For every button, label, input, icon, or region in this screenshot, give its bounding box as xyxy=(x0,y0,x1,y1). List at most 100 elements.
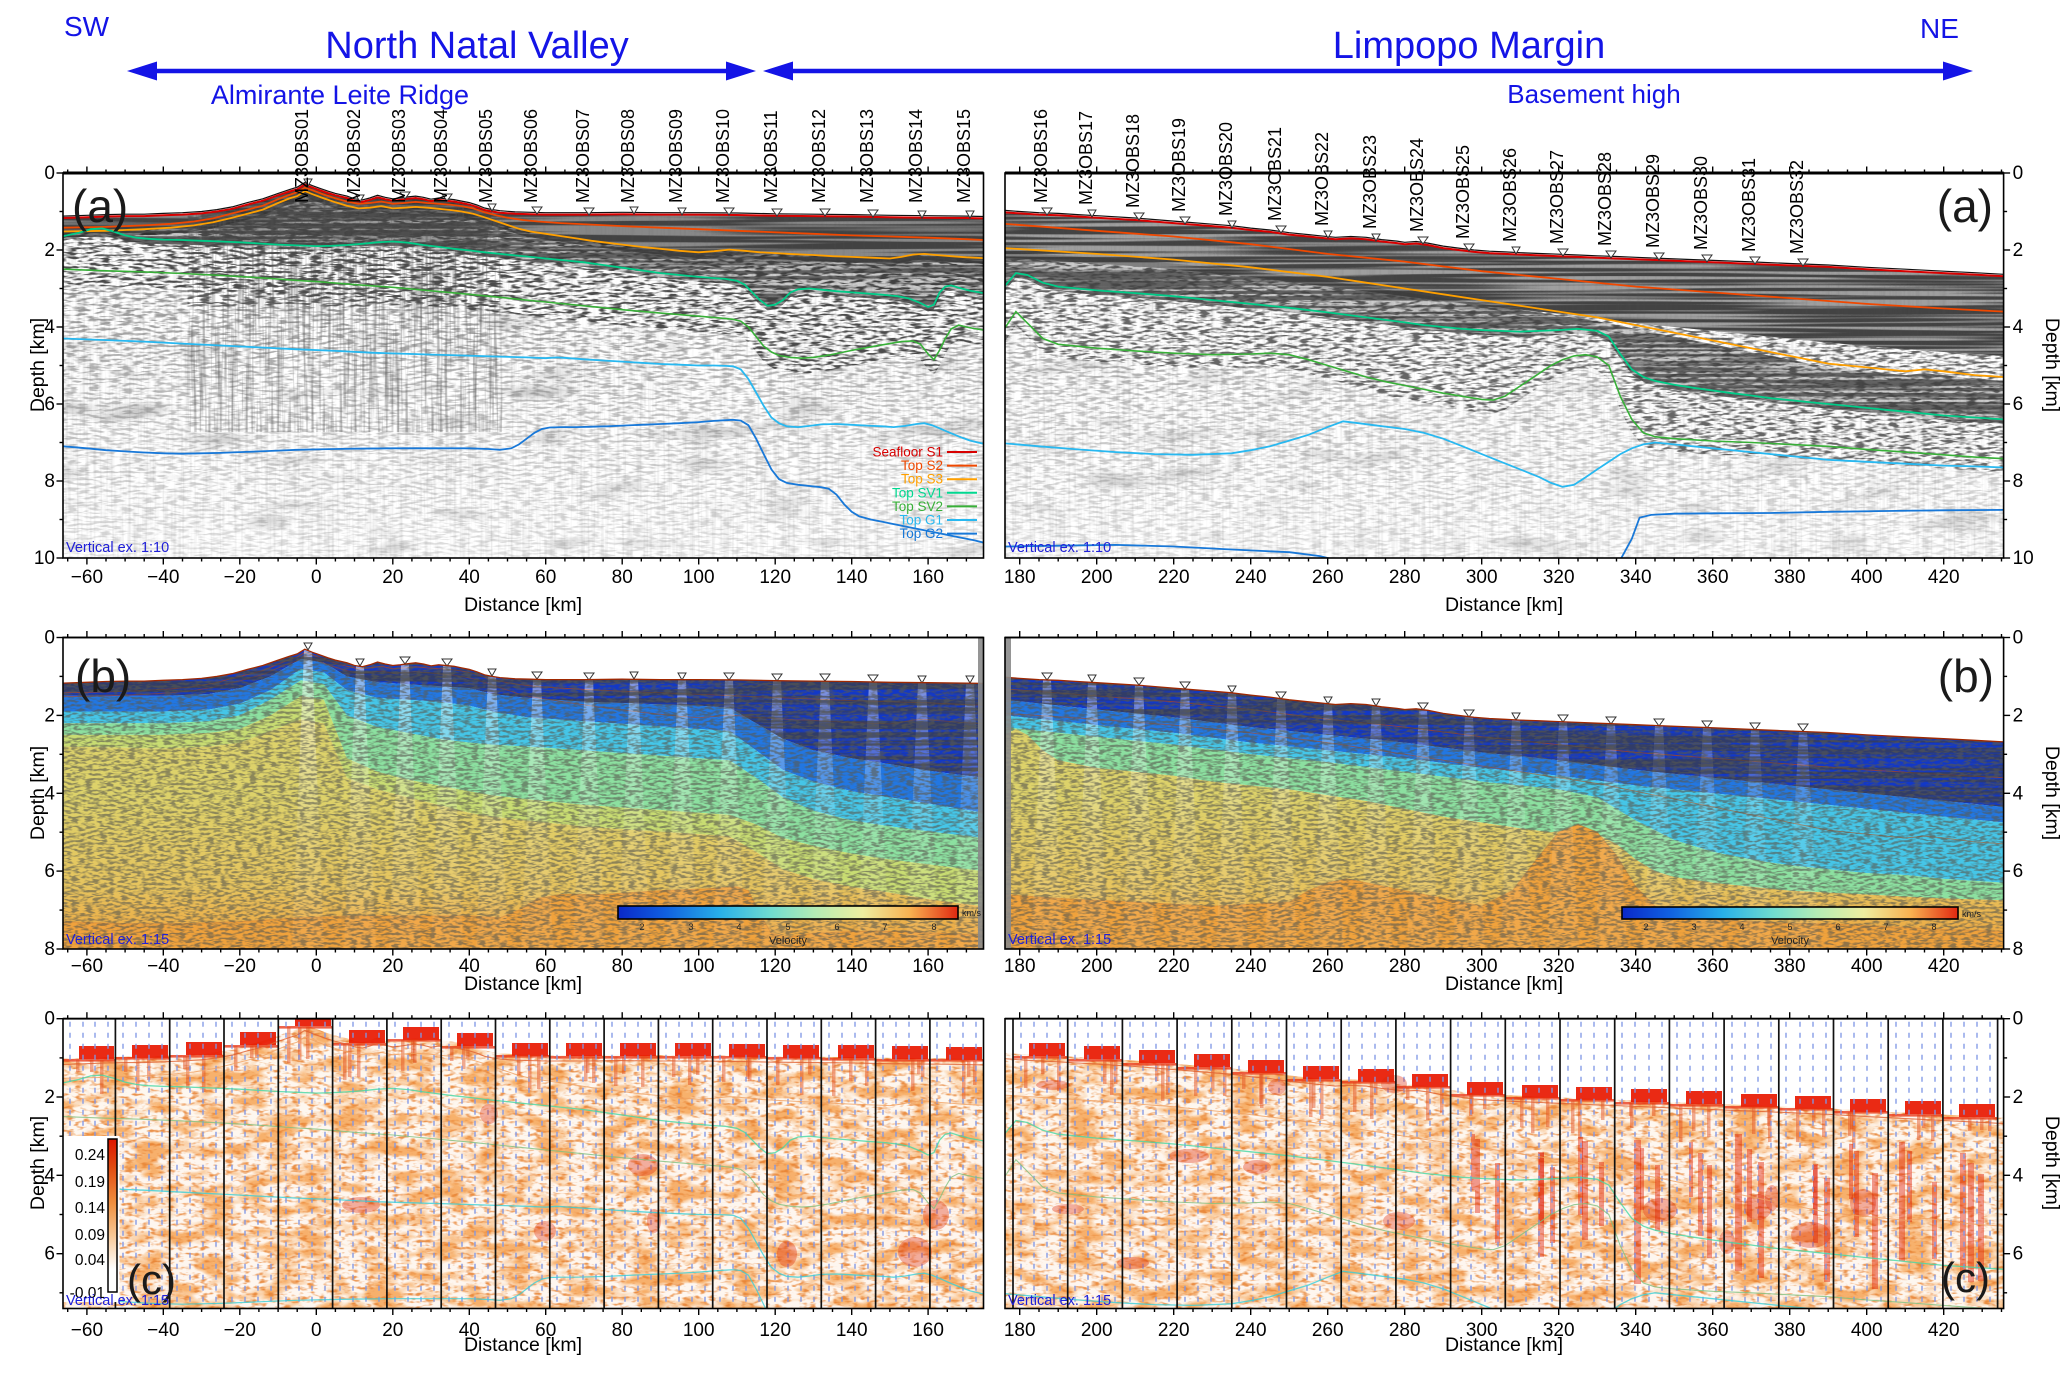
svg-text:40: 40 xyxy=(459,1320,480,1341)
svg-text:200: 200 xyxy=(1081,956,1113,977)
svg-text:MZ3OBS11: MZ3OBS11 xyxy=(761,110,781,203)
svg-text:2: 2 xyxy=(639,922,644,932)
svg-text:320: 320 xyxy=(1543,567,1575,588)
svg-text:400: 400 xyxy=(1851,567,1883,588)
svg-text:(b): (b) xyxy=(75,650,131,702)
svg-text:6: 6 xyxy=(834,922,839,932)
svg-text:140: 140 xyxy=(836,956,868,977)
svg-text:Vertical ex. 1:15: Vertical ex. 1:15 xyxy=(66,932,169,948)
svg-text:km/s: km/s xyxy=(962,908,981,918)
svg-text:0: 0 xyxy=(44,628,55,649)
svg-text:0.04: 0.04 xyxy=(75,1252,106,1269)
svg-text:Vertical ex. 1:10: Vertical ex. 1:10 xyxy=(66,540,169,556)
svg-text:4: 4 xyxy=(44,317,55,338)
svg-text:400: 400 xyxy=(1851,956,1883,977)
svg-text:−60: −60 xyxy=(71,567,103,588)
svg-text:MZ3OBS05: MZ3OBS05 xyxy=(476,109,496,203)
svg-text:60: 60 xyxy=(535,567,556,588)
svg-text:Depth [km]: Depth [km] xyxy=(2041,746,2063,840)
svg-text:2: 2 xyxy=(2013,705,2024,726)
svg-text:MZ3OBS06: MZ3OBS06 xyxy=(521,109,541,203)
svg-text:360: 360 xyxy=(1697,567,1729,588)
svg-text:Distance [km]: Distance [km] xyxy=(464,973,582,995)
svg-text:0: 0 xyxy=(2013,163,2024,184)
svg-text:5: 5 xyxy=(1787,922,1792,932)
svg-text:340: 340 xyxy=(1620,1320,1652,1341)
svg-text:Distance [km]: Distance [km] xyxy=(1445,1334,1563,1356)
svg-text:300: 300 xyxy=(1466,956,1498,977)
svg-text:100: 100 xyxy=(683,1320,715,1341)
svg-text:320: 320 xyxy=(1543,1320,1575,1341)
svg-text:320: 320 xyxy=(1543,956,1575,977)
svg-text:120: 120 xyxy=(759,1320,791,1341)
svg-text:220: 220 xyxy=(1158,956,1190,977)
svg-text:6: 6 xyxy=(2013,1244,2024,1265)
svg-text:120: 120 xyxy=(759,567,791,588)
svg-text:420: 420 xyxy=(1928,567,1960,588)
svg-text:Depth [km]: Depth [km] xyxy=(2041,318,2063,412)
svg-text:MZ3OBS07: MZ3OBS07 xyxy=(573,109,593,203)
svg-text:200: 200 xyxy=(1081,567,1113,588)
svg-text:Top G2: Top G2 xyxy=(899,526,943,541)
svg-text:0.09: 0.09 xyxy=(75,1227,105,1244)
svg-text:MZ3OBS19: MZ3OBS19 xyxy=(1169,118,1189,212)
svg-text:340: 340 xyxy=(1620,567,1652,588)
svg-text:(a): (a) xyxy=(1937,180,1993,232)
svg-text:8: 8 xyxy=(931,922,936,932)
svg-text:180: 180 xyxy=(1004,1320,1036,1341)
svg-text:(c): (c) xyxy=(1941,1254,1990,1301)
svg-text:MZ3OBS21: MZ3OBS21 xyxy=(1265,127,1285,221)
svg-text:Top SV1: Top SV1 xyxy=(892,485,943,500)
svg-text:0: 0 xyxy=(2013,1009,2024,1030)
svg-text:Depth [km]: Depth [km] xyxy=(27,1116,49,1210)
svg-text:Depth [km]: Depth [km] xyxy=(27,746,49,840)
svg-text:Vertical ex. 1:15: Vertical ex. 1:15 xyxy=(1008,932,1111,948)
svg-text:MZ3OBS01: MZ3OBS01 xyxy=(292,109,312,203)
svg-text:Distance [km]: Distance [km] xyxy=(464,1334,582,1356)
svg-text:Vertical ex. 1:10: Vertical ex. 1:10 xyxy=(1008,540,1111,556)
svg-text:180: 180 xyxy=(1004,956,1036,977)
svg-text:8: 8 xyxy=(1931,922,1936,932)
svg-text:380: 380 xyxy=(1774,567,1806,588)
svg-text:380: 380 xyxy=(1774,956,1806,977)
svg-text:Top S2: Top S2 xyxy=(901,458,943,473)
svg-text:80: 80 xyxy=(612,567,633,588)
svg-text:4: 4 xyxy=(2013,1165,2024,1186)
svg-text:40: 40 xyxy=(459,956,480,977)
svg-text:−40: −40 xyxy=(147,567,179,588)
svg-text:North Natal Valley: North Natal Valley xyxy=(325,25,628,67)
svg-text:240: 240 xyxy=(1235,1320,1267,1341)
svg-text:260: 260 xyxy=(1312,956,1344,977)
svg-text:MZ3OBS29: MZ3OBS29 xyxy=(1643,154,1663,248)
svg-text:200: 200 xyxy=(1081,1320,1113,1341)
svg-text:km/s: km/s xyxy=(1962,909,1981,919)
svg-text:Velocity: Velocity xyxy=(769,935,807,947)
svg-text:180: 180 xyxy=(1004,567,1036,588)
svg-text:MZ3OBS20: MZ3OBS20 xyxy=(1216,122,1236,216)
svg-text:2: 2 xyxy=(44,705,55,726)
svg-text:Top G1: Top G1 xyxy=(899,513,943,528)
svg-text:MZ3OBS12: MZ3OBS12 xyxy=(809,109,829,203)
svg-text:60: 60 xyxy=(535,1320,556,1341)
svg-text:Almirante Leite Ridge: Almirante Leite Ridge xyxy=(211,80,469,110)
svg-text:MZ3OBS30: MZ3OBS30 xyxy=(1691,156,1711,250)
svg-text:MZ3OBS17: MZ3OBS17 xyxy=(1076,111,1096,205)
svg-text:SW: SW xyxy=(64,11,110,42)
svg-text:MZ3OBS14: MZ3OBS14 xyxy=(906,109,926,203)
svg-text:Basement high: Basement high xyxy=(1507,79,1680,109)
svg-text:MZ3OBS25: MZ3OBS25 xyxy=(1453,145,1473,239)
svg-text:360: 360 xyxy=(1697,956,1729,977)
svg-text:4: 4 xyxy=(2013,783,2024,804)
svg-text:7: 7 xyxy=(882,922,887,932)
svg-text:−20: −20 xyxy=(224,567,256,588)
svg-text:4: 4 xyxy=(44,1165,55,1186)
svg-text:6: 6 xyxy=(2013,861,2024,882)
svg-text:(b): (b) xyxy=(1938,650,1994,702)
svg-text:NE: NE xyxy=(1920,13,1959,44)
svg-text:MZ3OBS26: MZ3OBS26 xyxy=(1500,148,1520,242)
svg-text:MZ3OBS08: MZ3OBS08 xyxy=(618,109,638,203)
svg-text:4: 4 xyxy=(2013,317,2024,338)
svg-text:220: 220 xyxy=(1158,1320,1190,1341)
svg-text:260: 260 xyxy=(1312,1320,1344,1341)
svg-text:300: 300 xyxy=(1466,1320,1498,1341)
